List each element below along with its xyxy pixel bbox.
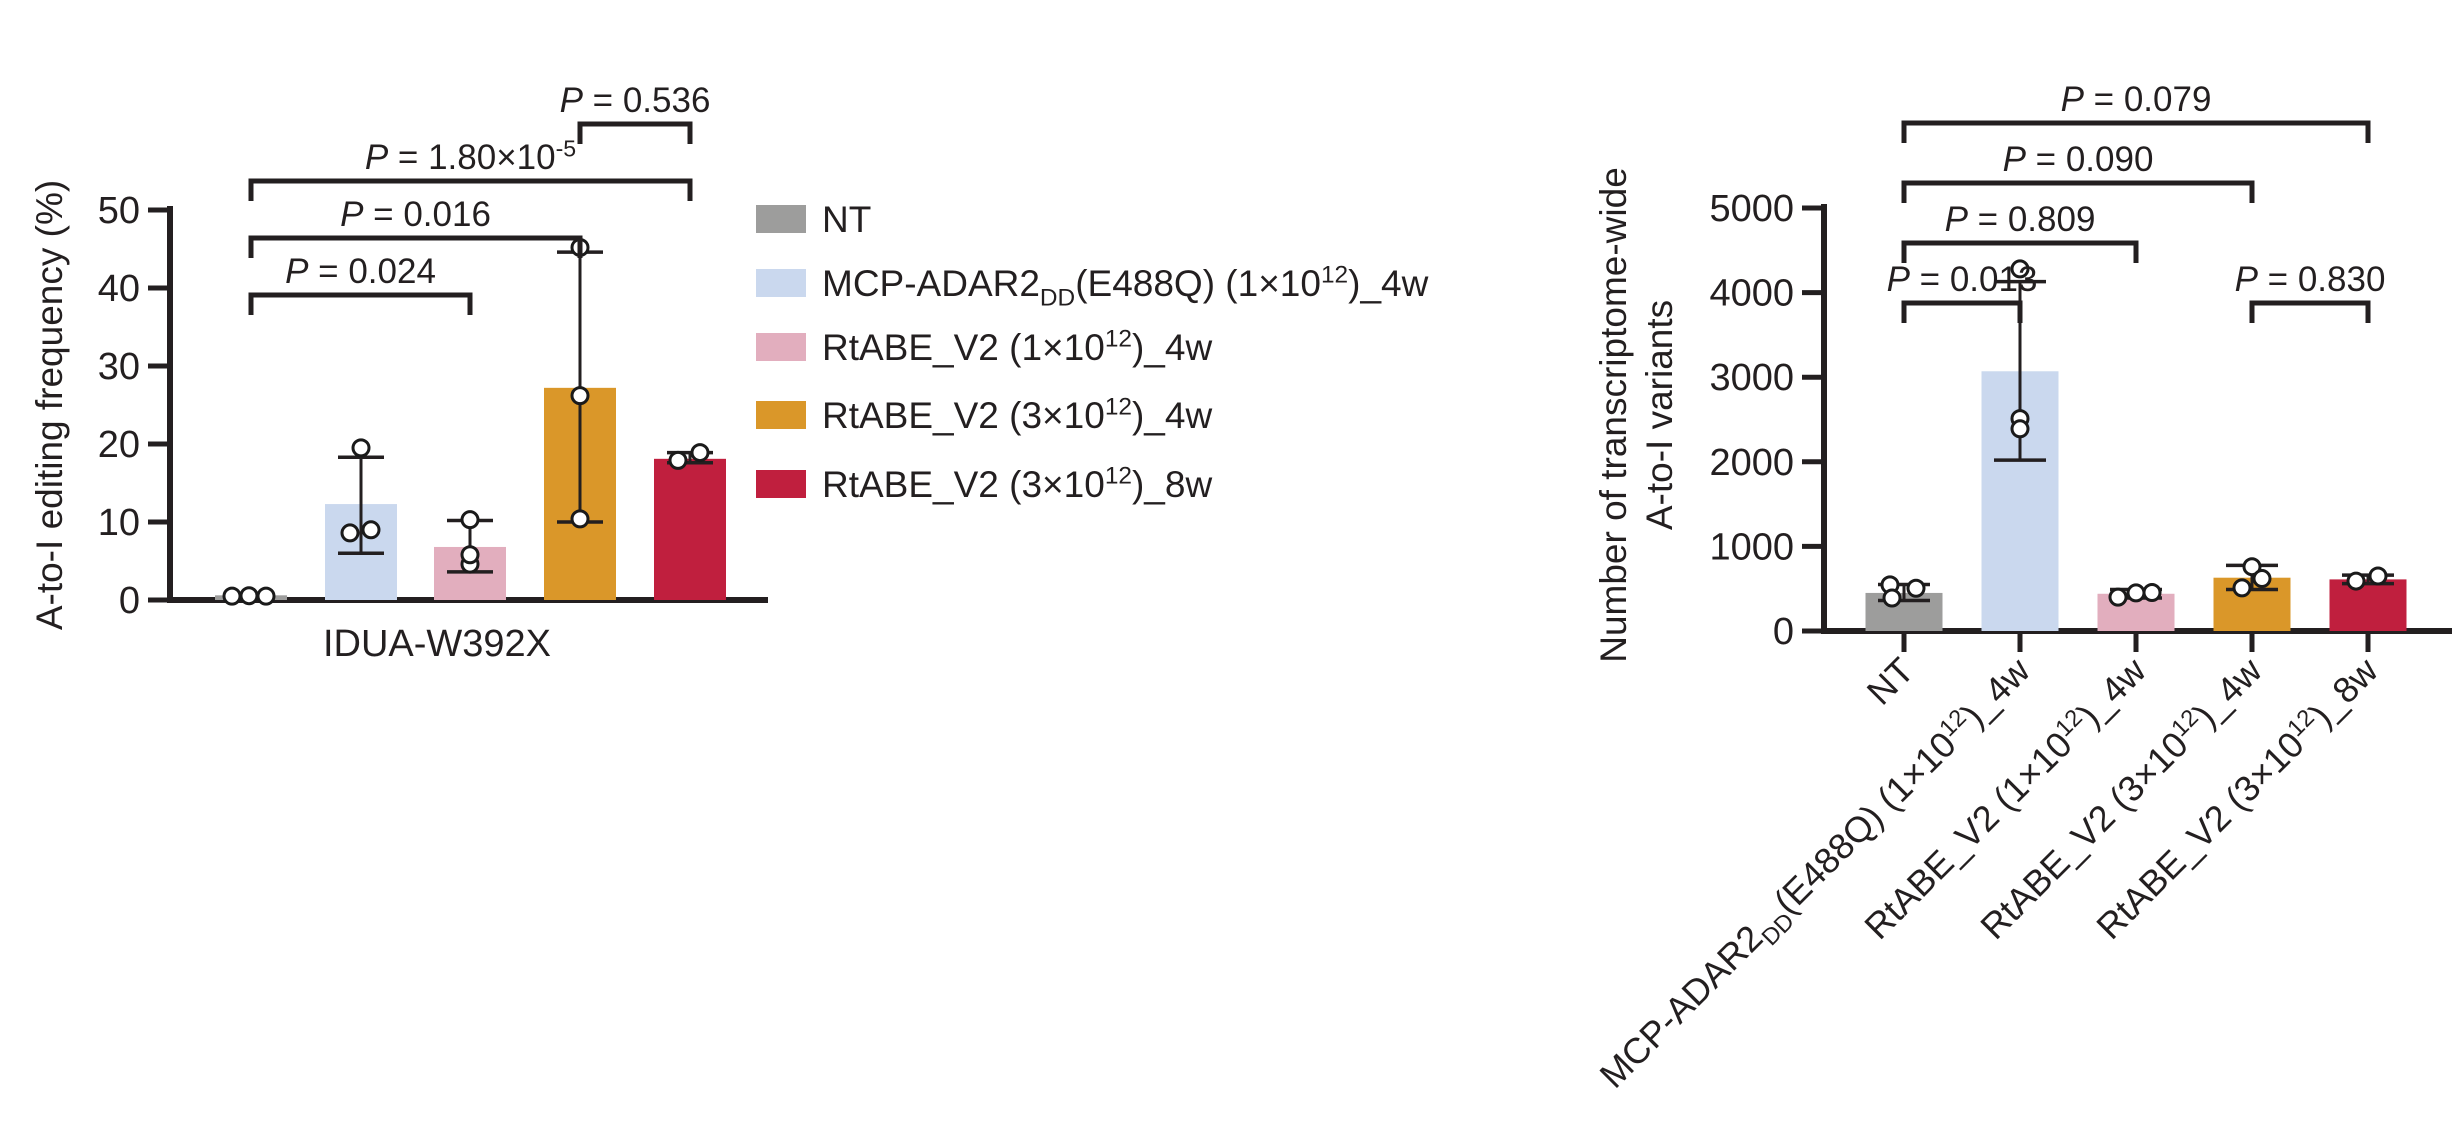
y-tick-label: 5000	[1709, 188, 1794, 230]
legend-label: RtABE_V2 (1×1012)_4w	[822, 326, 1212, 368]
p-value-label: P = 0.016	[340, 195, 491, 234]
legend-label: NT	[822, 199, 871, 240]
legend-label: MCP-ADAR2DD(E488Q) (1×1012)_4w	[822, 262, 1429, 312]
y-tick-label: 0	[1773, 611, 1794, 653]
data-point	[460, 510, 480, 530]
data-point	[351, 438, 371, 458]
data-point	[222, 586, 242, 606]
y-axis-label-line2: A-to-I variants	[1639, 300, 1680, 530]
significance-bracket	[1901, 120, 2371, 143]
significance-bracket	[248, 178, 693, 201]
x-axis-label: IDUA-W392X	[323, 623, 551, 665]
data-point	[570, 509, 590, 529]
data-point	[2252, 569, 2272, 589]
y-tick-label: 1000	[1709, 526, 1794, 568]
bar	[654, 458, 726, 600]
data-point	[2242, 557, 2262, 577]
data-point	[690, 443, 710, 463]
left-chart: 0 10 20 30 40 50 A-to-I editing frequency (%) P…	[29, 81, 1429, 665]
data-point	[668, 450, 688, 470]
y-tick-label: 2000	[1709, 442, 1794, 484]
data-point	[2126, 583, 2146, 603]
p-value-label: P = 0.024	[285, 252, 436, 291]
p-value-label: P = 0.830	[2235, 260, 2386, 299]
p-value-label: P = 1.80×10-5	[365, 135, 576, 177]
y-tick-label: 3000	[1709, 357, 1794, 399]
data-point	[361, 520, 381, 540]
data-point	[2010, 259, 2030, 279]
y-tick-label: 50	[98, 190, 140, 232]
data-point	[1882, 588, 1902, 608]
p-value-label: P = 0.536	[560, 81, 711, 120]
significance-bracket	[248, 235, 583, 258]
p-value-label: P = 0.079	[2061, 80, 2212, 119]
p-value-label: P = 0.013	[1887, 260, 2038, 299]
legend-swatch	[756, 205, 806, 233]
data-point	[340, 523, 360, 543]
data-point	[2368, 566, 2388, 586]
legend-swatch	[756, 333, 806, 361]
y-tick-label: 0	[119, 580, 140, 622]
significance-bracket	[577, 121, 693, 144]
significance-bracket	[1901, 180, 2255, 203]
data-point	[2010, 419, 2030, 439]
data-point	[570, 386, 590, 406]
legend-label: RtABE_V2 (3×1012)_8w	[822, 463, 1212, 505]
significance-bracket	[248, 292, 473, 315]
significance-bracket	[1901, 240, 2139, 263]
y-tick-label: 4000	[1709, 273, 1794, 315]
p-value-label: P = 0.809	[1945, 200, 2096, 239]
right-chart: 0 1000 2000 3000 4000 5000 Number of transcrip…	[1591, 80, 2452, 1101]
legend-swatch	[756, 470, 806, 498]
data-point	[239, 586, 259, 606]
legend-swatch	[756, 401, 806, 429]
legend-label: RtABE_V2 (3×1012)_4w	[822, 394, 1212, 436]
y-tick-label: 20	[98, 424, 140, 466]
x-tick-label: MCP-ADAR2DD(E488Q) (1×1012)_4w	[1591, 648, 2044, 1101]
significance-bracket	[1901, 300, 2023, 323]
data-point	[1906, 578, 1926, 598]
y-axis-label: A-to-I editing frequency (%)	[29, 180, 70, 630]
data-point	[256, 586, 276, 606]
y-axis-label-line1: Number of transcriptome-wide	[1593, 167, 1634, 663]
data-point	[2142, 583, 2162, 603]
legend: NT MCP-ADAR2DD(E488Q) (1×1012)_4w RtABE_V2…	[756, 199, 1429, 505]
bar	[2329, 579, 2407, 631]
significance-bracket	[2249, 300, 2371, 323]
y-tick-label: 10	[98, 502, 140, 544]
data-point	[460, 545, 480, 565]
y-tick-label: 30	[98, 346, 140, 388]
data-point	[2108, 587, 2128, 607]
p-value-label: P = 0.090	[2003, 140, 2154, 179]
data-point	[2232, 578, 2252, 598]
legend-swatch	[756, 269, 806, 297]
data-point	[2346, 571, 2366, 591]
x-tick-label: NT	[1859, 650, 1922, 713]
y-tick-label: 40	[98, 268, 140, 310]
